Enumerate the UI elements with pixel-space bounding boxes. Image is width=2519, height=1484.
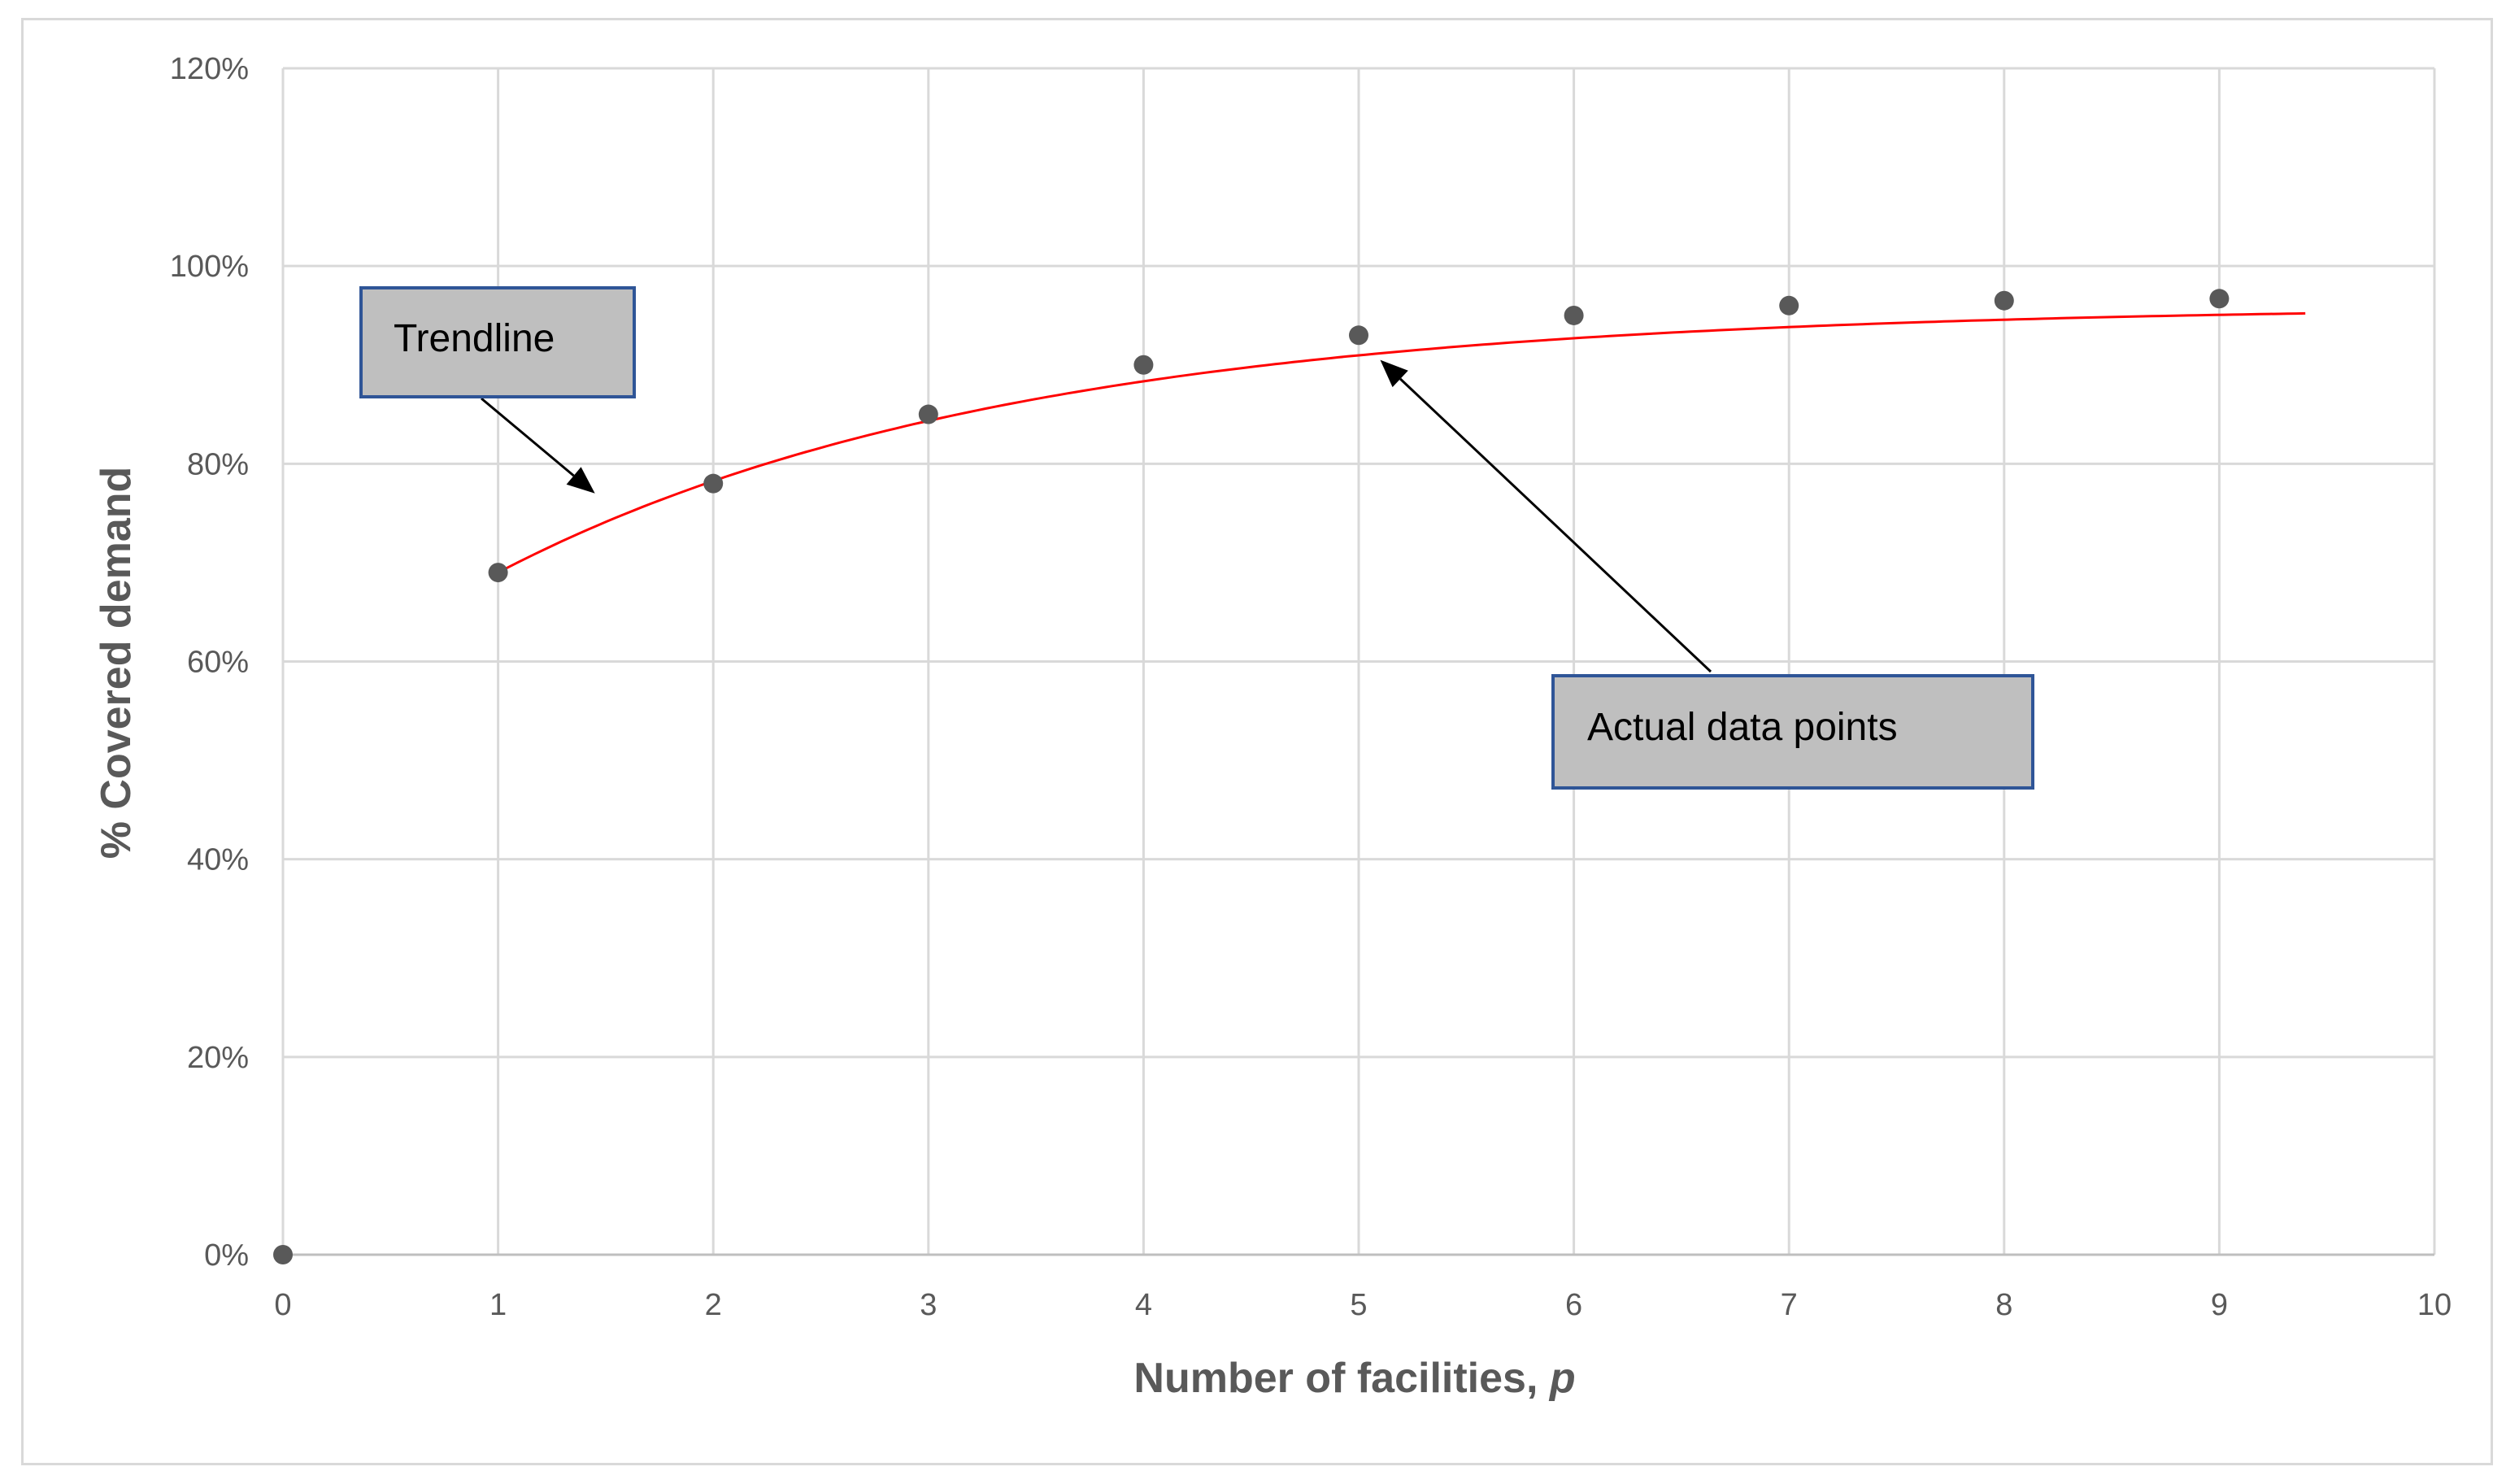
trendline-callout-box — [359, 286, 636, 398]
x-tick-label: 2 — [705, 1288, 722, 1322]
data-point — [273, 1245, 293, 1264]
x-tick-label: 5 — [1350, 1288, 1367, 1322]
x-tick-label: 8 — [1995, 1288, 2012, 1322]
trendline — [497, 311, 2306, 574]
x-tick-label: 0 — [274, 1288, 291, 1322]
data-point — [918, 404, 938, 424]
y-tick-label: 40% — [187, 843, 249, 877]
y-tick-label: 120% — [170, 52, 249, 86]
x-tick-label: 4 — [1135, 1288, 1152, 1322]
y-tick-label: 60% — [187, 646, 249, 680]
grid — [281, 67, 2436, 1256]
data-points-callout-label: Actual data points — [1587, 706, 1898, 749]
data-point — [488, 563, 508, 583]
x-tick-label: 1 — [489, 1288, 507, 1322]
data-point — [1349, 325, 1368, 346]
y-axis-title: % Covered demand — [93, 467, 140, 860]
x-tick-label: 6 — [1565, 1288, 1582, 1322]
y-tick-labels: 0% 20% 40% 60% 80% 100% 120% — [170, 52, 249, 1273]
data-point — [1133, 355, 1154, 375]
y-tick-label: 20% — [187, 1041, 249, 1075]
chart-frame — [21, 18, 2493, 1465]
y-tick-label: 0% — [204, 1238, 249, 1273]
data-points-callout-arrow — [1399, 377, 1712, 673]
y-tick-label: 80% — [187, 447, 249, 481]
x-axis-title-variable: p — [1548, 1355, 1576, 1402]
x-tick-label: 9 — [2211, 1288, 2228, 1322]
data-point — [1994, 290, 2014, 311]
x-tick-label: 10 — [2417, 1288, 2452, 1322]
x-axis-title-main: Number of facilities, — [1133, 1355, 1549, 1402]
trendline-callout-label: Trendline — [394, 317, 555, 360]
callouts: Trendline Actual data points — [359, 286, 2034, 790]
trendline-callout-arrow — [481, 397, 575, 477]
data-points-callout-box — [1551, 674, 2034, 790]
data-point — [2209, 289, 2230, 309]
data-points-callout-arrowhead — [1380, 359, 1408, 388]
x-tick-label: 7 — [1781, 1288, 1798, 1322]
y-tick-label: 100% — [170, 250, 249, 284]
trendline-callout-arrowhead — [566, 467, 595, 494]
data-points — [273, 289, 2230, 1264]
x-axis-title: Number of facilities, p — [1133, 1355, 1575, 1402]
data-point — [703, 473, 724, 494]
data-point — [1564, 305, 1584, 325]
x-tick-label: 3 — [920, 1288, 937, 1322]
x-tick-labels: 0 1 2 3 4 5 6 7 8 9 10 — [274, 1288, 2452, 1322]
data-point — [1779, 295, 1799, 316]
